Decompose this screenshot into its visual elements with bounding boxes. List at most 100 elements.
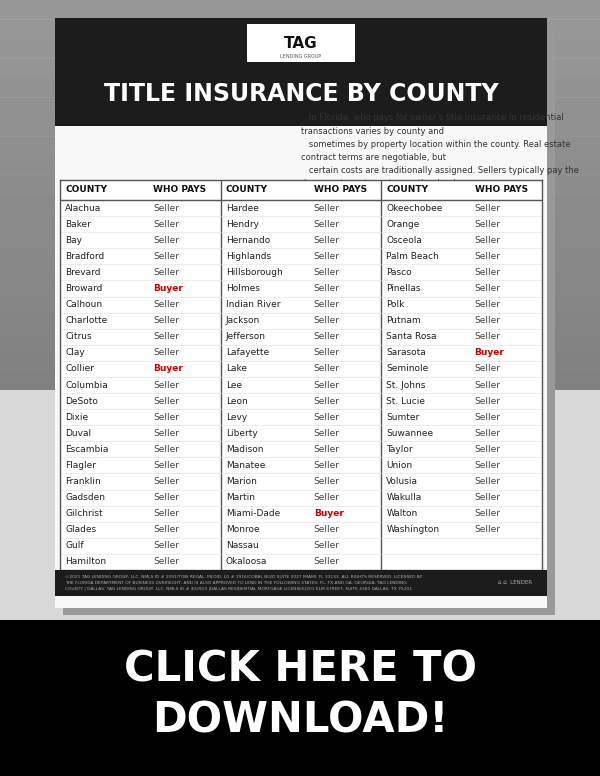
Text: Lake: Lake	[226, 365, 247, 373]
Text: Indian River: Indian River	[226, 300, 280, 309]
Text: Seller: Seller	[314, 220, 340, 229]
Bar	[0, 137, 600, 156]
Text: Seller: Seller	[475, 477, 500, 486]
Bar	[0, 58, 600, 78]
Bar	[0, 312, 600, 331]
Text: Seller: Seller	[314, 380, 340, 390]
Bar	[0, 98, 600, 117]
Text: Duval: Duval	[65, 429, 91, 438]
Text: In Florida, who pays for owner’s title insurance in residential transactions var: In Florida, who pays for owner’s title i…	[301, 113, 579, 189]
Text: Washington: Washington	[386, 525, 439, 535]
Text: Nassau: Nassau	[226, 542, 259, 550]
Text: Seller: Seller	[153, 542, 179, 550]
Text: Buyer: Buyer	[475, 348, 505, 357]
Bar	[0, 175, 600, 195]
Text: Seller: Seller	[314, 251, 340, 261]
Text: Alachua: Alachua	[65, 203, 101, 213]
Text: Seller: Seller	[314, 493, 340, 502]
Text: Bay: Bay	[65, 236, 82, 244]
Text: Columbia: Columbia	[65, 380, 108, 390]
Text: Seller: Seller	[153, 461, 179, 470]
Text: Calhoun: Calhoun	[65, 300, 102, 309]
Text: Holmes: Holmes	[226, 284, 260, 293]
Text: Seller: Seller	[314, 268, 340, 277]
Text: Union: Union	[386, 461, 412, 470]
Text: Monroe: Monroe	[226, 525, 259, 535]
Bar	[0, 156, 600, 175]
Text: Pasco: Pasco	[386, 268, 412, 277]
Text: Seller: Seller	[153, 557, 179, 566]
Text: Hendry: Hendry	[226, 220, 259, 229]
Text: Buyer: Buyer	[153, 365, 183, 373]
Text: Collier: Collier	[65, 365, 94, 373]
Text: Pinellas: Pinellas	[386, 284, 421, 293]
Text: Santa Rosa: Santa Rosa	[386, 332, 437, 341]
Text: Lafayette: Lafayette	[226, 348, 269, 357]
Bar	[0, 39, 600, 58]
Bar	[0, 78, 600, 98]
Text: Seller: Seller	[475, 509, 500, 518]
Text: Buyer: Buyer	[153, 284, 183, 293]
Text: Buyer: Buyer	[314, 509, 344, 518]
Text: Volusia: Volusia	[386, 477, 418, 486]
Bar	[0, 19, 600, 39]
Text: Gilchrist: Gilchrist	[65, 509, 103, 518]
Text: Hernando: Hernando	[226, 236, 270, 244]
Text: Seller: Seller	[314, 284, 340, 293]
Text: Broward: Broward	[65, 284, 103, 293]
Text: Palm Beach: Palm Beach	[386, 251, 439, 261]
Text: Flagler: Flagler	[65, 461, 96, 470]
Text: Seller: Seller	[153, 509, 179, 518]
Text: Orange: Orange	[386, 220, 420, 229]
Text: Polk: Polk	[386, 300, 405, 309]
Text: Seller: Seller	[475, 236, 500, 244]
Text: St. Lucie: St. Lucie	[386, 397, 425, 406]
Text: Seller: Seller	[475, 445, 500, 454]
Text: Marion: Marion	[226, 477, 257, 486]
Text: Seller: Seller	[475, 300, 500, 309]
Text: Seller: Seller	[475, 284, 500, 293]
Text: Seller: Seller	[153, 203, 179, 213]
Text: Seller: Seller	[314, 477, 340, 486]
Text: Seller: Seller	[153, 380, 179, 390]
Text: Seller: Seller	[153, 397, 179, 406]
Text: Miami-Dade: Miami-Dade	[226, 509, 280, 518]
Text: Levy: Levy	[226, 413, 247, 421]
Text: Sarasota: Sarasota	[386, 348, 426, 357]
Text: Seller: Seller	[153, 332, 179, 341]
Text: Wakulla: Wakulla	[386, 493, 422, 502]
Bar	[0, 195, 600, 214]
Bar	[0, 293, 600, 312]
Text: ⌂ ⌂  LENDER: ⌂ ⌂ LENDER	[498, 580, 532, 586]
Text: Seller: Seller	[153, 429, 179, 438]
Text: Liberty: Liberty	[226, 429, 257, 438]
Text: Hamilton: Hamilton	[65, 557, 106, 566]
Bar	[0, 214, 600, 234]
Text: TITLE INSURANCE BY COUNTY: TITLE INSURANCE BY COUNTY	[104, 81, 499, 106]
Text: Seller: Seller	[475, 525, 500, 535]
Text: ©2021 TAG LENDING GROUP, LLC. NMLS ID # 1591/TOBI REGAL, MLOID, LO # 1916/CORAL : ©2021 TAG LENDING GROUP, LLC. NMLS ID # …	[65, 576, 422, 591]
Text: Martin: Martin	[226, 493, 254, 502]
Text: Seller: Seller	[314, 348, 340, 357]
Text: COUNTY: COUNTY	[65, 185, 107, 195]
Text: Osceola: Osceola	[386, 236, 422, 244]
Bar	[0, 331, 600, 351]
Bar	[0, 234, 600, 254]
Text: Hillsborough: Hillsborough	[226, 268, 283, 277]
Text: CLICK HERE TO
DOWNLOAD!: CLICK HERE TO DOWNLOAD!	[124, 649, 476, 741]
Text: Leon: Leon	[226, 397, 247, 406]
Text: Franklin: Franklin	[65, 477, 101, 486]
Text: Seller: Seller	[153, 251, 179, 261]
Text: Seller: Seller	[475, 380, 500, 390]
Text: Seller: Seller	[153, 348, 179, 357]
Text: Okeechobee: Okeechobee	[386, 203, 443, 213]
Text: Seller: Seller	[314, 236, 340, 244]
Text: Seller: Seller	[314, 461, 340, 470]
Text: WHO PAYS: WHO PAYS	[314, 185, 367, 195]
Text: Bradford: Bradford	[65, 251, 104, 261]
Text: Seller: Seller	[314, 542, 340, 550]
Text: Suwannee: Suwannee	[386, 429, 433, 438]
Text: Seller: Seller	[475, 365, 500, 373]
Text: Citrus: Citrus	[65, 332, 92, 341]
Text: Seller: Seller	[153, 413, 179, 421]
